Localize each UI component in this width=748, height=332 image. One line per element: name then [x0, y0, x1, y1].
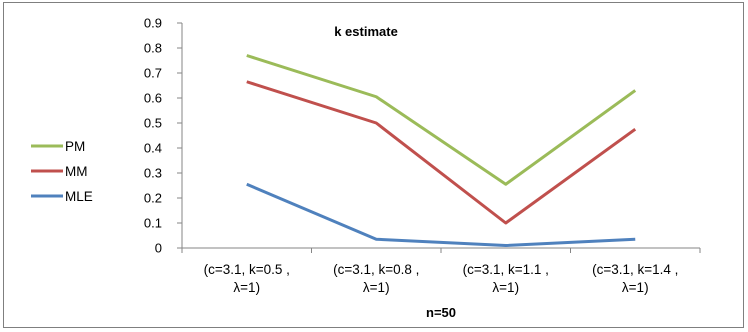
legend: PM MM MLE [31, 139, 93, 204]
x-category-label: λ=1) [233, 280, 260, 295]
x-category-label: (c=3.1, k=1.1 , [463, 262, 549, 277]
legend-label-mle: MLE [65, 189, 93, 204]
x-category-label: (c=3.1, k=0.8 , [333, 262, 419, 277]
chart-frame [3, 2, 744, 328]
series-line-mle [246, 182, 636, 247]
legend-label-pm: PM [65, 139, 85, 154]
axes [177, 22, 701, 253]
series-line-mm [246, 80, 637, 225]
series-line-pm [246, 54, 637, 186]
series-lines [246, 54, 637, 247]
y-tick-label: 0 [155, 241, 162, 256]
y-tick-label: 0.4 [144, 141, 162, 156]
y-tick-label: 0.8 [144, 41, 162, 56]
x-category-label: (c=3.1, k=1.4 , [592, 262, 678, 277]
chart-title: k estimate [334, 24, 398, 39]
y-tick-label: 0.2 [144, 191, 162, 206]
legend-label-mm: MM [65, 164, 88, 179]
x-axis-label: n=50 [426, 305, 456, 320]
x-category-labels: (c=3.1, k=0.5 , λ=1) (c=3.1, k=0.8 , λ=1) (c… [204, 262, 679, 295]
y-tick-label: 0.9 [144, 16, 162, 31]
x-category-label: (c=3.1, k=0.5 , [204, 262, 290, 277]
x-category-label: λ=1) [622, 280, 649, 295]
y-tick-label: 0.5 [144, 116, 162, 131]
y-tick-label: 0.1 [144, 216, 162, 231]
x-category-label: λ=1) [363, 280, 390, 295]
y-tick-label: 0.6 [144, 91, 162, 106]
y-tick-label: 0.3 [144, 166, 162, 181]
y-tick-label: 0.7 [144, 66, 162, 81]
y-tick-labels: 0 0.1 0.2 0.3 0.4 0.5 0.6 0.7 0.8 0.9 [144, 16, 162, 256]
x-category-label: λ=1) [492, 280, 519, 295]
